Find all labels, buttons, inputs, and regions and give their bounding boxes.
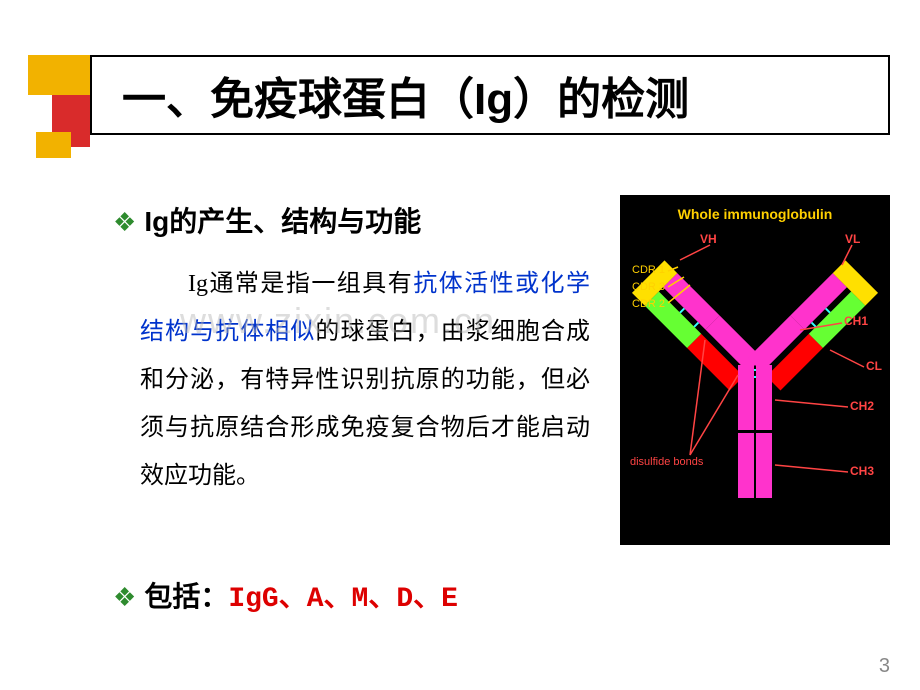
bullet-diamond-icon: ❖	[113, 585, 136, 611]
page-number: 3	[879, 655, 890, 678]
slide-title: 一、免疫球蛋白（Ig）的检测	[122, 63, 689, 127]
svg-text:VH: VH	[700, 232, 717, 246]
decor-block	[28, 55, 90, 95]
svg-text:VL: VL	[845, 232, 860, 246]
para-pre: Ig通常是指一组具有	[188, 271, 413, 297]
svg-text:CDR 3: CDR 3	[632, 281, 665, 293]
svg-text:CDR 2: CDR 2	[632, 298, 665, 310]
bullet-2-red: IgG、A、M、D、E	[228, 575, 458, 615]
svg-text:CH2: CH2	[850, 399, 874, 413]
svg-text:disulfide bonds: disulfide bonds	[630, 456, 704, 468]
bullet-2-label: 包括：	[144, 575, 228, 615]
title-box: 一、免疫球蛋白（Ig）的检测	[90, 55, 890, 135]
immunoglobulin-diagram: Whole immunoglobulin VH	[620, 195, 890, 545]
bullet-1: ❖ Ig的产生、结构与功能	[113, 200, 421, 240]
svg-text:CH3: CH3	[850, 464, 874, 478]
svg-text:CL: CL	[866, 359, 882, 373]
svg-text:Whole immunoglobulin: Whole immunoglobulin	[678, 206, 833, 222]
body-paragraph: Ig通常是指一组具有抗体活性或化学结构与抗体相似的球蛋白，由浆细胞合成和分泌，有…	[140, 260, 590, 500]
bullet-2: ❖ 包括： IgG、A、M、D、E	[113, 575, 458, 615]
svg-text:CDR 1: CDR 1	[632, 264, 665, 276]
ig-svg: Whole immunoglobulin VH	[620, 195, 890, 545]
decor-block	[36, 132, 71, 158]
svg-text:CH1: CH1	[844, 314, 868, 328]
bullet-1-text: Ig的产生、结构与功能	[144, 200, 421, 240]
bullet-diamond-icon: ❖	[113, 210, 136, 236]
